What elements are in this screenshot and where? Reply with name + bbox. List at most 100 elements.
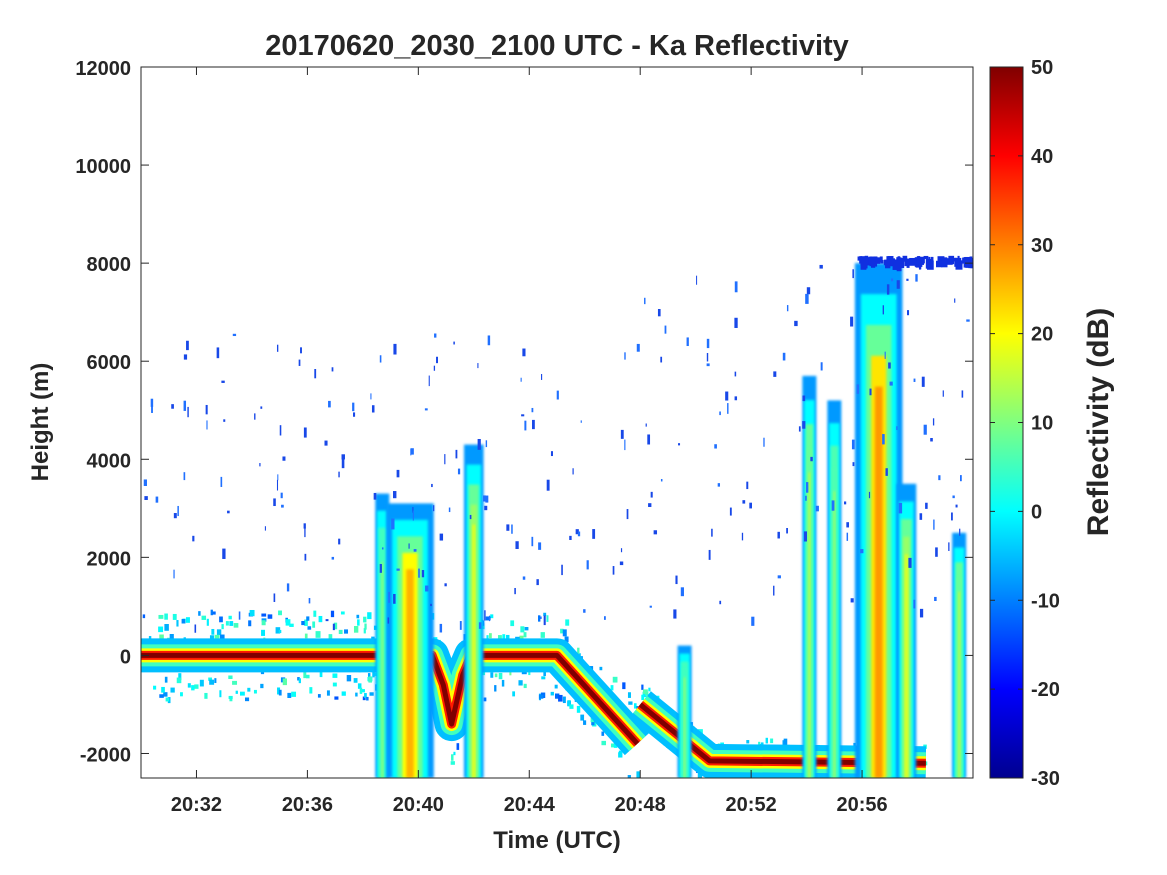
surface-clutter xyxy=(451,754,454,761)
surface-clutter xyxy=(164,613,168,620)
surface-clutter xyxy=(334,696,339,700)
colorbar-label: Reflectivity (dB) xyxy=(1082,308,1115,536)
noise-speck xyxy=(934,596,937,602)
y-tick-label: 10000 xyxy=(75,156,131,178)
noise-speck xyxy=(919,257,925,264)
noise-speck xyxy=(325,619,329,622)
noise-speck xyxy=(943,257,948,266)
noise-speck xyxy=(531,536,534,547)
surface-clutter xyxy=(318,615,323,623)
surface-clutter xyxy=(628,701,633,705)
noise-speck xyxy=(805,293,809,304)
noise-speck xyxy=(879,256,883,263)
surface-clutter xyxy=(169,634,174,641)
surface-clutter xyxy=(158,614,164,619)
surface-clutter xyxy=(355,692,358,697)
surface-clutter xyxy=(622,682,626,690)
noise-speck xyxy=(846,532,849,541)
noise-speck xyxy=(869,388,872,396)
noise-speck xyxy=(328,400,331,408)
noise-speck xyxy=(444,454,446,465)
noise-speck xyxy=(186,340,189,351)
noise-speck xyxy=(805,495,807,501)
surface-clutter xyxy=(164,676,168,683)
y-tick-label: 6000 xyxy=(87,352,132,374)
surface-clutter xyxy=(842,778,847,784)
surface-clutter xyxy=(221,624,224,630)
surface-clutter xyxy=(896,779,901,785)
noise-speck xyxy=(556,390,559,400)
noise-speck xyxy=(304,527,306,538)
noise-speck xyxy=(254,413,256,420)
surface-clutter xyxy=(741,778,745,781)
noise-speck xyxy=(575,529,579,535)
surface-clutter xyxy=(344,629,349,634)
noise-speck xyxy=(719,411,721,416)
x-tick-label: 20:44 xyxy=(504,794,556,816)
noise-speck xyxy=(387,617,390,624)
surface-clutter xyxy=(312,621,316,628)
noise-speck xyxy=(412,510,414,521)
surface-clutter xyxy=(641,694,645,701)
surface-clutter xyxy=(219,634,225,641)
noise-speck xyxy=(936,260,943,268)
noise-speck xyxy=(477,363,479,369)
surface-clutter xyxy=(543,612,547,617)
noise-speck xyxy=(155,496,159,503)
surface-clutter xyxy=(261,620,266,626)
noise-speck xyxy=(923,255,929,260)
surface-clutter xyxy=(546,615,549,622)
precip-column xyxy=(406,569,414,778)
noise-speck xyxy=(144,496,148,500)
noise-speck xyxy=(777,531,780,539)
surface-clutter xyxy=(309,687,313,694)
surface-clutter xyxy=(627,775,631,778)
noise-speck xyxy=(521,414,525,417)
surface-clutter xyxy=(494,685,497,692)
surface-clutter xyxy=(240,691,245,696)
noise-speck xyxy=(143,479,147,486)
noise-speck xyxy=(485,495,489,503)
noise-speck xyxy=(955,257,962,264)
surface-clutter xyxy=(765,781,767,786)
noise-speck xyxy=(961,390,964,398)
noise-speck xyxy=(222,548,226,559)
noise-speck xyxy=(393,343,397,355)
noise-speck xyxy=(917,256,921,265)
noise-speck xyxy=(729,507,732,516)
surface-clutter xyxy=(367,673,371,680)
noise-speck xyxy=(719,600,722,605)
noise-speck xyxy=(569,535,572,540)
noise-speck xyxy=(831,500,835,511)
precip-columns xyxy=(375,263,967,778)
noise-speck xyxy=(592,529,596,539)
noise-speck xyxy=(696,275,698,285)
surface-clutter xyxy=(512,691,516,697)
noise-speck xyxy=(706,363,710,367)
noise-speck xyxy=(483,495,486,502)
noise-speck xyxy=(506,524,510,531)
surface-clutter xyxy=(610,743,615,748)
noise-speck xyxy=(626,509,629,520)
noise-speck xyxy=(914,260,917,265)
x-tick-label: 20:32 xyxy=(171,794,222,816)
surface-clutter xyxy=(211,628,215,635)
noise-speck xyxy=(577,531,581,537)
noise-speck xyxy=(532,419,535,430)
surface-clutter xyxy=(367,612,372,620)
noise-speck xyxy=(428,375,430,387)
surface-clutter xyxy=(524,626,529,631)
noise-speck xyxy=(763,437,765,447)
colorbar-tick-label: -30 xyxy=(1031,768,1060,790)
precip-column xyxy=(833,491,836,778)
noise-speck xyxy=(932,418,935,426)
noise-speck xyxy=(708,549,711,560)
surface-clutter xyxy=(247,687,251,692)
noise-speck xyxy=(933,519,935,530)
noise-speck xyxy=(171,404,174,409)
noise-speck xyxy=(856,384,860,394)
noise-speck xyxy=(777,575,781,579)
noise-speck xyxy=(183,354,188,360)
noise-speck xyxy=(915,274,918,282)
